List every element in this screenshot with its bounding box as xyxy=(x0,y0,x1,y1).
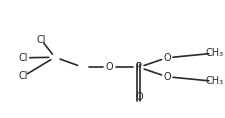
Text: O: O xyxy=(134,92,142,102)
Text: O: O xyxy=(162,53,170,63)
Text: CH₃: CH₃ xyxy=(205,76,223,86)
Text: Cl: Cl xyxy=(19,71,28,81)
Text: Cl: Cl xyxy=(19,53,28,63)
Text: O: O xyxy=(162,72,170,82)
Text: Cl: Cl xyxy=(36,35,46,45)
Text: O: O xyxy=(106,62,113,72)
Text: P: P xyxy=(135,62,141,72)
Text: CH₃: CH₃ xyxy=(205,48,223,58)
